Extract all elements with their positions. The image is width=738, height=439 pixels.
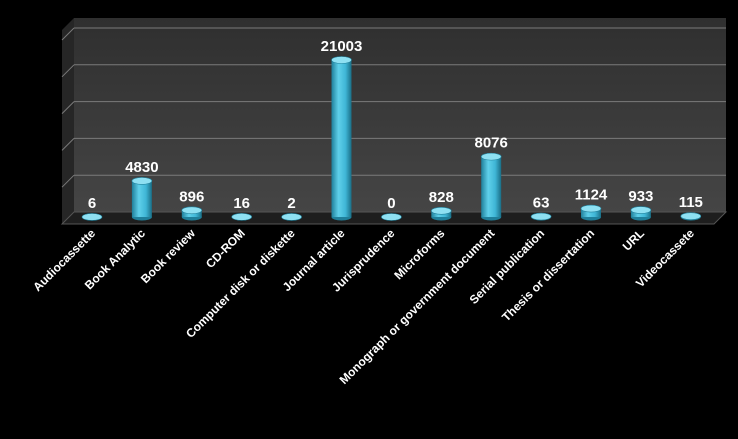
value-label: 6 [88, 195, 96, 212]
bar-top [131, 177, 153, 185]
bar [430, 207, 452, 221]
bar-body [481, 156, 502, 217]
plot-side-wall [62, 18, 74, 224]
gridline-side [61, 138, 75, 151]
value-label: 63 [533, 195, 550, 212]
bar-body [131, 180, 152, 217]
value-label: 933 [628, 188, 653, 205]
value-label: 828 [429, 189, 454, 206]
bar-top [381, 213, 402, 221]
bar-top [480, 152, 502, 161]
value-labels-group: 6 4830 896 16 2 21003 0 828 8076 63 1124 933 115 [88, 38, 703, 212]
gridline-side [61, 27, 75, 41]
category-label: CD-ROM [203, 226, 248, 271]
value-label: 115 [679, 194, 703, 211]
value-label: 8076 [475, 135, 508, 152]
category-label: URL [620, 226, 647, 253]
plot-back-wall [74, 18, 726, 212]
bar [131, 177, 153, 221]
bar [630, 206, 652, 221]
category-label: Book review [138, 226, 198, 286]
bar [81, 213, 103, 221]
bar-top [281, 213, 302, 221]
bar [530, 212, 552, 221]
bar [580, 204, 602, 221]
bar-top [580, 204, 602, 213]
bar-body [581, 208, 601, 217]
bar-top [530, 212, 552, 221]
bar-top [81, 213, 103, 221]
gridline-side [61, 174, 75, 188]
value-label: 896 [179, 188, 204, 205]
grid-lines [61, 27, 726, 188]
bar-top [630, 206, 652, 214]
bar [231, 213, 252, 221]
bar-top [181, 206, 203, 215]
value-label: 2 [287, 195, 295, 212]
bar-top [231, 213, 252, 221]
bar-top [331, 56, 352, 64]
bar [281, 213, 302, 221]
value-label: 1124 [575, 187, 608, 204]
plot-area [60, 18, 728, 225]
bar-body [331, 60, 352, 217]
bar-top [430, 207, 452, 215]
category-label: Thesis or dissertation [499, 226, 597, 324]
value-label: 16 [233, 195, 250, 212]
value-label: 21003 [321, 38, 363, 55]
bar [480, 152, 502, 221]
gridline-side [61, 64, 75, 78]
gridline-side [61, 101, 75, 114]
value-label: 4830 [125, 159, 158, 176]
value-label: 0 [387, 195, 395, 212]
bar [331, 56, 352, 221]
bar [680, 212, 702, 221]
bars-group [81, 56, 702, 221]
bar [381, 213, 402, 221]
bar-top [680, 212, 702, 220]
bar [181, 206, 203, 221]
